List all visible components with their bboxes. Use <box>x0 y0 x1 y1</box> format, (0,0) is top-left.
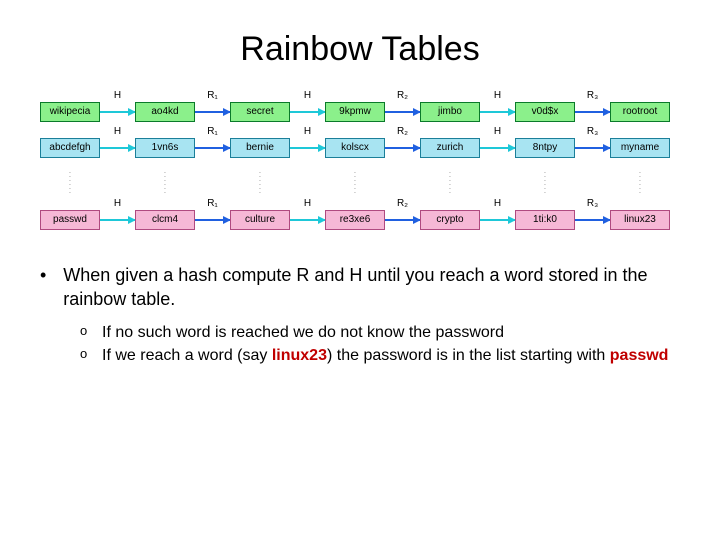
chain-arrow: R₂ <box>385 210 420 230</box>
chain-arrow: H <box>100 210 135 230</box>
chain-arrow: H <box>100 138 135 158</box>
chain-arrow: H <box>290 102 325 122</box>
chain-cell: re3xe6 <box>325 210 385 230</box>
chain-arrow: H <box>480 138 515 158</box>
chain-arrow: H <box>480 102 515 122</box>
chain-arrow: R₁ <box>195 102 230 122</box>
chain-arrow: R₁ <box>195 210 230 230</box>
chain-arrow: H <box>290 138 325 158</box>
chain-arrow: R₃ <box>575 210 610 230</box>
chain-cell: 1vn6s <box>135 138 195 158</box>
chain-cell: myname <box>610 138 670 158</box>
chain-arrow: R₂ <box>385 102 420 122</box>
chain-cell: ao4kd <box>135 102 195 122</box>
vdots: ······ <box>325 169 385 195</box>
chain-row: abcdefghH1vn6sR₁bernieHkolscxR₂zurichH8n… <box>40 133 680 163</box>
vdots: ······ <box>610 169 670 195</box>
chain-arrow: R₂ <box>385 138 420 158</box>
vdots: ······ <box>420 169 480 195</box>
chain-cell: v0d$x <box>515 102 575 122</box>
chain-row: wikipeciaHao4kdR₁secretH9kpmwR₂jimboHv0d… <box>40 97 680 127</box>
highlight-passwd: passwd <box>610 347 669 364</box>
chain-cell: 8ntpy <box>515 138 575 158</box>
chain-arrow: H <box>100 102 135 122</box>
chain-cell: jimbo <box>420 102 480 122</box>
bullet-main: • When given a hash compute R and H unti… <box>40 263 690 312</box>
chain-arrow: R₃ <box>575 138 610 158</box>
vdots: ······ <box>230 169 290 195</box>
explanation-text: • When given a hash compute R and H unti… <box>40 263 690 367</box>
chain-cell: wikipecia <box>40 102 100 122</box>
chain-arrow: H <box>480 210 515 230</box>
vdots: ······ <box>135 169 195 195</box>
chain-arrow: R₃ <box>575 102 610 122</box>
page-title: Rainbow Tables <box>30 30 690 69</box>
sub-bullet-2: o If we reach a word (say linux23) the p… <box>80 345 690 367</box>
chain-cell: 1ti:k0 <box>515 210 575 230</box>
chain-cell: kolscx <box>325 138 385 158</box>
chain-row: passwdHclcm4R₁cultureHre3xe6R₂cryptoH1ti… <box>40 205 680 235</box>
chain-cell: zurich <box>420 138 480 158</box>
highlight-linux23: linux23 <box>272 347 327 364</box>
chain-cell: abcdefgh <box>40 138 100 158</box>
chain-cell: crypto <box>420 210 480 230</box>
sub-bullet-1: o If no such word is reached we do not k… <box>80 322 690 344</box>
chain-arrow: H <box>290 210 325 230</box>
chain-cell: bernie <box>230 138 290 158</box>
chain-cell: rootroot <box>610 102 670 122</box>
chain-arrow: R₁ <box>195 138 230 158</box>
chain-cell: clcm4 <box>135 210 195 230</box>
vdots: ······ <box>40 169 100 195</box>
vdots: ······ <box>515 169 575 195</box>
chain-cell: secret <box>230 102 290 122</box>
chain-cell: 9kpmw <box>325 102 385 122</box>
rainbow-table-diagram: wikipeciaHao4kdR₁secretH9kpmwR₂jimboHv0d… <box>40 97 680 235</box>
chain-cell: linux23 <box>610 210 670 230</box>
chain-cell: culture <box>230 210 290 230</box>
chain-cell: passwd <box>40 210 100 230</box>
